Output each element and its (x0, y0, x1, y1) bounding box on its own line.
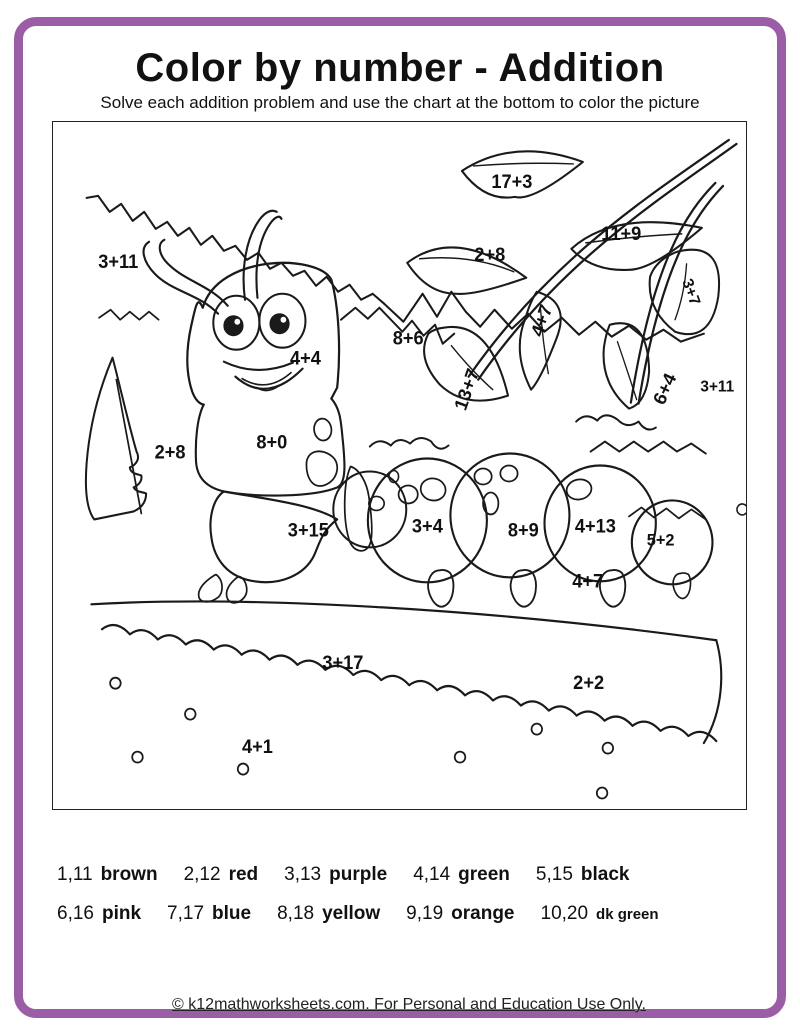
svg-text:4+13: 4+13 (575, 515, 616, 536)
svg-text:3+17: 3+17 (322, 652, 363, 673)
svg-text:2+8: 2+8 (155, 441, 186, 462)
svg-text:8+0: 8+0 (256, 431, 287, 452)
svg-text:6+4: 6+4 (649, 369, 681, 408)
svg-text:8+9: 8+9 (508, 519, 539, 540)
svg-text:4+7: 4+7 (526, 302, 556, 340)
svg-text:8+6: 8+6 (393, 327, 424, 348)
svg-text:3+7: 3+7 (678, 276, 703, 308)
svg-text:2+8: 2+8 (474, 243, 505, 264)
svg-text:5+2: 5+2 (647, 530, 675, 549)
svg-text:3+15: 3+15 (288, 519, 329, 540)
svg-text:11+9: 11+9 (601, 222, 641, 243)
svg-text:4+4: 4+4 (290, 347, 322, 368)
svg-text:4+1: 4+1 (242, 736, 273, 757)
svg-text:13+7: 13+7 (450, 366, 483, 413)
svg-text:17+3: 17+3 (491, 171, 532, 192)
svg-text:3+11: 3+11 (700, 378, 734, 395)
svg-text:3+11: 3+11 (98, 250, 138, 271)
svg-text:4+7: 4+7 (572, 570, 603, 591)
svg-text:3+4: 3+4 (412, 515, 444, 536)
svg-text:2+2: 2+2 (573, 672, 604, 693)
